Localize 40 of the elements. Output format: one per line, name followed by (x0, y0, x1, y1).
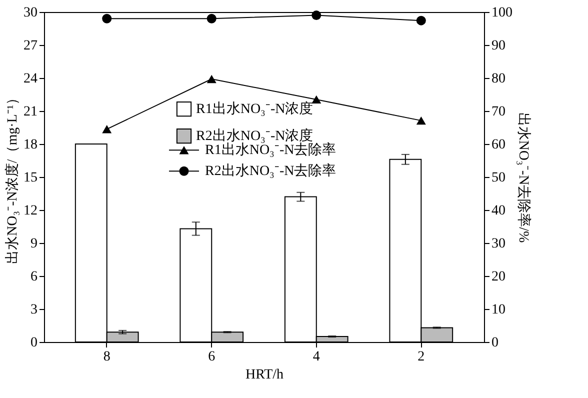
y-tick-label: 24 (24, 72, 38, 86)
y2-tick-label: 10 (492, 302, 506, 318)
x-axis-title: HRT/h (245, 368, 284, 382)
x-tick-label: 8 (103, 350, 110, 364)
point (312, 95, 322, 104)
y2-tick-label: 30 (492, 236, 506, 252)
point (206, 74, 216, 84)
y-tick-label: 18 (24, 138, 38, 152)
y-axis-title: 出水NO₃⁻-N浓度/（mg·L⁻¹） (4, 90, 20, 264)
y2-axis-title: 出水NO₃⁻-N去除率/% (516, 112, 532, 244)
y2-tick-label: 40 (492, 204, 506, 218)
point (312, 10, 322, 20)
y2-tick-label: 80 (492, 72, 506, 86)
x-tick-label: 6 (208, 350, 216, 364)
legend-label: R2出水NO₃⁻-N去除率 (205, 163, 336, 180)
point (416, 116, 426, 125)
y2-tick-label: 100 (492, 6, 512, 20)
y2-tick-label: 70 (492, 104, 506, 120)
y-tick-label: 9 (30, 236, 38, 252)
point (206, 14, 216, 24)
y2-tick-label: 90 (492, 38, 506, 54)
legend-label: R1出水NO₃⁻-N浓度 (196, 101, 314, 118)
y-tick-label: 30 (24, 6, 38, 20)
y2-tick-label: 50 (492, 170, 506, 186)
y-tick-label: 0 (30, 336, 38, 350)
legend-label: R1出水NO₃⁻-N去除率 (205, 142, 336, 158)
y2-tick-label: 60 (492, 138, 506, 152)
point (416, 16, 426, 26)
y-tick-label: 27 (24, 38, 38, 54)
y-tick-label: 12 (24, 204, 38, 218)
point (102, 14, 112, 24)
y-tick-label: 15 (24, 170, 38, 186)
y2-tick-label: 0 (492, 336, 498, 350)
y-tick-label: 6 (30, 270, 38, 284)
x-tick-label: 4 (312, 350, 320, 364)
point (102, 125, 112, 134)
y-tick-label: 21 (24, 104, 38, 120)
y-tick-label: 3 (30, 302, 38, 318)
x-tick-label: 2 (418, 350, 425, 364)
y2-tick-label: 20 (492, 270, 506, 284)
